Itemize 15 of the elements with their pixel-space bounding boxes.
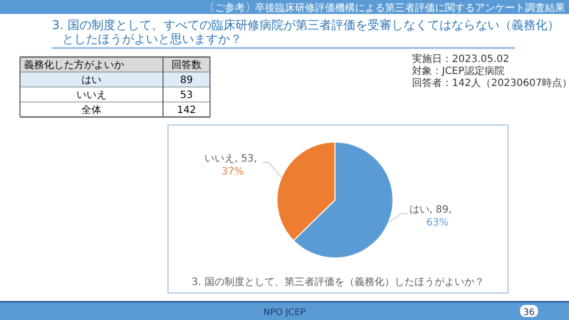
slice-label: はい bbox=[409, 204, 430, 216]
text: 37% bbox=[222, 166, 244, 178]
text: 実施日：2023.05.02 bbox=[412, 53, 510, 65]
table: 義務化した方がよいか 回答数 はい 89 いいえ 53 全体 142 bbox=[20, 56, 210, 118]
chart-title: 3. 国の制度として、すべての臨床研修病院が第三者評価を受審しなくてはならない（義務化）としたほうがよいと思いますか？ bbox=[52, 18, 560, 46]
data-label: , 89, bbox=[429, 204, 452, 216]
text: 36 bbox=[523, 308, 535, 318]
slice-label: いいえ bbox=[204, 153, 235, 164]
data-label: , 53, bbox=[234, 153, 257, 164]
text: 〔ご参考〕卒後臨床研修評価機構による第三者評価に関するアンケート調査結果 bbox=[205, 2, 565, 14]
text: 対象：JCEP認定病院 bbox=[412, 65, 504, 77]
text: 63% bbox=[426, 218, 448, 229]
text: 3. 国の制度として、第三者評価を（義務化）したほうがよいか？ bbox=[192, 276, 484, 288]
text: 回答者：142人（20230607時点） bbox=[412, 77, 569, 89]
text: NPO JCEP bbox=[263, 308, 306, 318]
